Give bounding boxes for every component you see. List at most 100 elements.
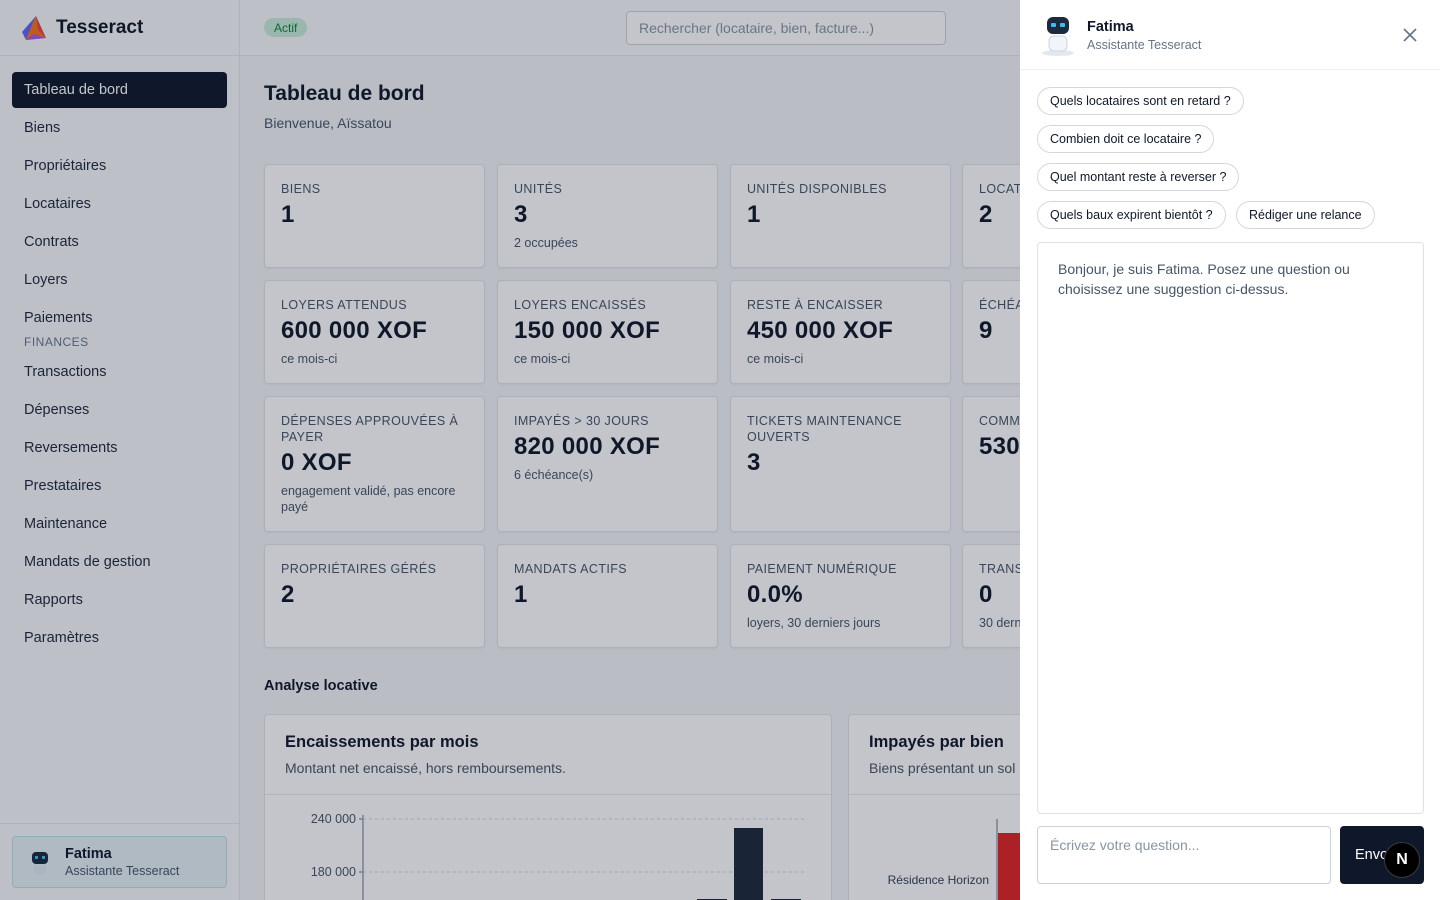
kpi-card-paiement-numerique[interactable]: Paiement numérique 0.0% loyers, 30 derni… xyxy=(730,544,951,648)
kpi-note: loyers, 30 derniers jours xyxy=(747,616,881,630)
kpi-value: 1 xyxy=(281,201,295,228)
close-icon xyxy=(1403,28,1417,42)
suggestion-chip[interactable]: Rédiger une relance xyxy=(1236,201,1375,229)
nav-item-transactions[interactable]: Transactions xyxy=(24,364,107,380)
kpi-value: 2 xyxy=(979,201,993,228)
nav-item-rapports[interactable]: Rapports xyxy=(24,592,83,608)
suggestion-chip[interactable]: Combien doit ce locataire ? xyxy=(1037,125,1215,153)
kpi-card-impayes[interactable]: Impayés > 30 jours 820 000 XOF 6 échéanc… xyxy=(497,396,718,532)
nav-item-contrats[interactable]: Contrats xyxy=(24,234,79,250)
nav-item-maintenance[interactable]: Maintenance xyxy=(24,516,108,532)
kpi-value: 0 XOF xyxy=(281,449,352,476)
category-label: Résidence Horizon xyxy=(888,873,989,887)
y-tick-label: 180 000 xyxy=(311,865,356,879)
kpi-label: Unités disponibles xyxy=(747,182,887,196)
kpi-label: Unités xyxy=(514,182,563,196)
kpi-card-loyers-encaisses[interactable]: Loyers encaissés 150 000 XOF ce mois-ci xyxy=(497,280,718,384)
modal-overlay[interactable] xyxy=(0,0,1020,900)
kpi-note: 30 dern xyxy=(979,616,1022,630)
page-subtitle: Bienvenue, Aïssatou xyxy=(264,115,392,131)
suggestion-chip[interactable]: Quel montant reste à reverser ? xyxy=(1037,163,1240,191)
nav-item-parametres[interactable]: Paramètres xyxy=(24,630,99,646)
sidebar: Tesseract Tableau de bord Biens Propriét… xyxy=(0,0,240,900)
main-nav: Tableau de bord Biens Propriétaires Loca… xyxy=(0,56,239,656)
kpi-label: Paiement numérique xyxy=(747,562,897,576)
kpi-card-unites[interactable]: Unités 3 2 occupées xyxy=(497,164,718,268)
kpi-card-reste-a-encaisser[interactable]: Reste à encaisser 450 000 XOF ce mois-ci xyxy=(730,280,951,384)
kpi-card-loyers-attendus[interactable]: Loyers attendus 600 000 XOF ce mois-ci xyxy=(264,280,485,384)
kpi-value: 9 xyxy=(979,317,993,344)
kpi-label: Comm xyxy=(979,414,1021,428)
kpi-note: ce mois-ci xyxy=(747,352,804,366)
kpi-value: 150 000 XOF xyxy=(514,317,661,344)
kpi-value: 820 000 XOF xyxy=(514,433,661,460)
robot-avatar-icon xyxy=(1042,17,1074,56)
kpi-note: 6 échéance(s) xyxy=(514,468,594,482)
suggestion-chip[interactable]: Quels locataires sont en retard ? xyxy=(1037,87,1244,115)
nav-item-loyers[interactable]: Loyers xyxy=(24,272,68,288)
nav-item-tableau-de-bord[interactable]: Tableau de bord xyxy=(12,72,227,108)
kpi-label: Échéa xyxy=(979,298,1025,312)
chat-messages[interactable]: Bonjour, je suis Fatima. Posez une quest… xyxy=(1037,242,1424,814)
chat-input[interactable] xyxy=(1037,826,1331,884)
kpi-value: 2 xyxy=(281,581,295,608)
kpi-card-biens[interactable]: Biens 1 xyxy=(264,164,485,268)
panel-title: Encaissements par mois xyxy=(285,733,479,751)
kpi-value: 3 xyxy=(514,201,528,228)
y-tick-label: 240 000 xyxy=(311,812,356,826)
encaissements-chart: 240 000 180 000 xyxy=(311,812,805,900)
kpi-label: Tickets maintenance ouverts xyxy=(747,414,902,444)
kpi-label: Mandats actifs xyxy=(514,562,628,576)
nav-item-proprietaires[interactable]: Propriétaires xyxy=(24,158,107,174)
nextjs-dev-badge[interactable]: N xyxy=(1384,842,1420,878)
kpi-value: 1 xyxy=(747,201,761,228)
nav-item-locataires[interactable]: Locataires xyxy=(24,196,91,212)
chat-header: Fatima Assistante Tesseract xyxy=(1020,0,1440,70)
nav-item-depenses[interactable]: Dépenses xyxy=(24,402,90,418)
kpi-value: 600 000 XOF xyxy=(281,317,428,344)
nav-section-finances: FINANCES xyxy=(24,335,89,349)
kpi-label: Propriétaires gérés xyxy=(281,562,437,576)
kpi-card-mandats-actifs[interactable]: Mandats actifs 1 xyxy=(497,544,718,648)
panel-encaissements: Encaissements par mois Montant net encai… xyxy=(264,714,832,900)
kpi-label: Impayés > 30 jours xyxy=(514,414,649,428)
kpi-label: Dépenses approuvées à payer xyxy=(281,414,459,444)
kpi-label: Loyers attendus xyxy=(281,298,407,312)
chat-assistant-name: Fatima xyxy=(1087,19,1134,35)
panel-subtitle: Biens présentant un sol xyxy=(869,760,1016,776)
page-title: Tableau de bord xyxy=(264,82,425,105)
kpi-card-proprietaires-geres[interactable]: Propriétaires gérés 2 xyxy=(264,544,485,648)
brand[interactable]: Tesseract xyxy=(0,0,239,56)
nav-item-mandats[interactable]: Mandats de gestion xyxy=(24,554,151,570)
assistant-launcher-button[interactable]: Fatima Assistante Tesseract xyxy=(12,836,227,888)
kpi-note: 2 occupées xyxy=(514,236,578,250)
kpi-card-tickets-maintenance[interactable]: Tickets maintenance ouverts 3 xyxy=(730,396,951,532)
kpi-label: Trans xyxy=(979,562,1024,576)
assistant-role: Assistante Tesseract xyxy=(65,864,180,878)
kpi-card-unites-disponibles[interactable]: Unités disponibles 1 xyxy=(730,164,951,268)
search-input[interactable] xyxy=(626,11,946,45)
section-title-analyse: Analyse locative xyxy=(264,678,378,694)
assistant-name: Fatima xyxy=(65,846,112,862)
tesseract-logo-icon xyxy=(22,15,46,40)
kpi-value: 450 000 XOF xyxy=(747,317,894,344)
nav-item-prestataires[interactable]: Prestataires xyxy=(24,478,102,494)
kpi-label: Biens xyxy=(281,182,321,196)
nav-item-paiements[interactable]: Paiements xyxy=(24,310,93,326)
nav-item-reversements[interactable]: Reversements xyxy=(24,440,118,456)
kpi-note: engagement validé, pas encore payé xyxy=(281,484,456,514)
kpi-value: 3 xyxy=(747,449,761,476)
sidebar-divider xyxy=(0,823,240,824)
kpi-label: Locata xyxy=(979,182,1030,196)
status-badge: Actif xyxy=(264,18,308,37)
kpi-card-depenses-approuvees[interactable]: Dépenses approuvées à payer 0 XOF engage… xyxy=(264,396,485,532)
suggestion-chip[interactable]: Quels baux expirent bientôt ? xyxy=(1037,201,1226,229)
kpi-value: 0 xyxy=(979,581,993,608)
brand-name: Tesseract xyxy=(56,16,144,38)
kpi-label: Loyers encaissés xyxy=(514,298,647,312)
nav-item-biens[interactable]: Biens xyxy=(24,120,61,136)
robot-avatar-icon xyxy=(32,852,48,874)
close-button[interactable] xyxy=(1400,24,1420,46)
assistant-chat-drawer: Fatima Assistante Tesseract Quels locata… xyxy=(1020,0,1440,900)
bar[interactable] xyxy=(734,828,763,900)
